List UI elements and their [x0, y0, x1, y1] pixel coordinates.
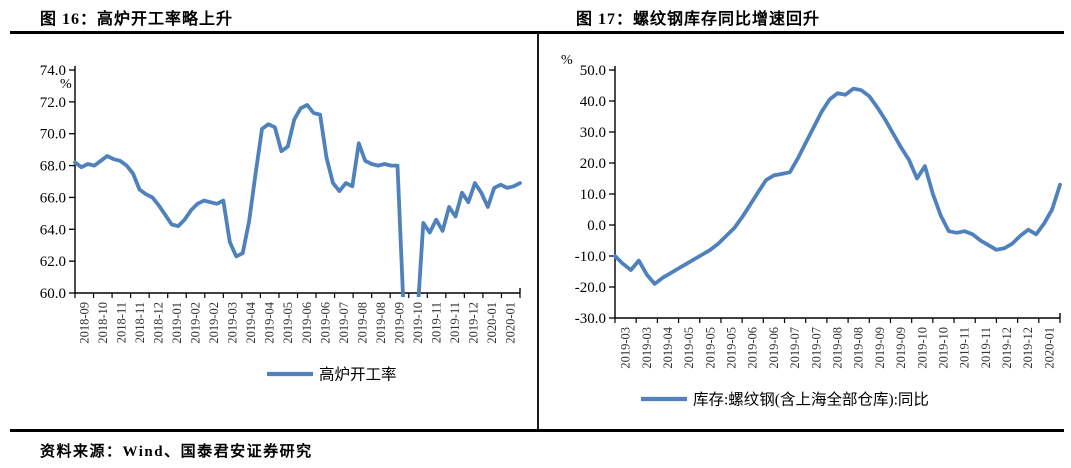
- figure-17-chart: 50.0 40.0 30.0 20.0 10.0 0.0 -10.0 -20.0 -30.0% 2…: [561, 53, 1062, 409]
- x-tick-label: 2019-11: [430, 302, 444, 343]
- x-tick-label: 2020-01: [504, 302, 518, 344]
- x-tick-label: 2018-11: [114, 302, 128, 343]
- x-tick-label: 2019-09: [894, 327, 908, 369]
- x-tick-label: 2019-07: [788, 327, 802, 369]
- y-tick-label: -20.0: [575, 280, 606, 296]
- y-axis-unit-label: %: [60, 77, 72, 92]
- legend-label: 高炉开工率: [319, 366, 397, 384]
- x-tick-label: 2019-12: [1021, 327, 1035, 369]
- y-tick-label: 0.0: [587, 218, 606, 234]
- x-tick-label: 2018-11: [133, 302, 147, 343]
- series-line: [613, 86, 1062, 286]
- y-tick-label: 68.0: [40, 159, 66, 175]
- x-tick-label: 2019-01: [170, 302, 184, 344]
- y-tick-label: 74.0: [40, 63, 66, 79]
- y-tick-label: 60.0: [40, 286, 66, 302]
- y-tick-label: 62.0: [40, 254, 66, 270]
- x-tick-label: 2019-04: [263, 301, 277, 343]
- x-tick-label: 2018-12: [151, 302, 165, 344]
- x-tick-label: 2018-10: [96, 302, 110, 344]
- x-tick-label: 2019-05: [703, 327, 717, 369]
- y-tick-label: 64.0: [40, 222, 66, 238]
- x-tick-label: 2019-06: [318, 302, 332, 344]
- y-axis-unit-label: %: [561, 53, 573, 68]
- x-tick-label: 2019-10: [936, 327, 950, 369]
- x-tick-label: 2019-08: [852, 327, 866, 369]
- x-tick-label: 2019-05: [281, 302, 295, 344]
- x-tick-label: 2019-03: [640, 327, 654, 369]
- x-tick-label: 2019-06: [746, 327, 760, 369]
- x-tick-label: 2019-05: [682, 327, 696, 369]
- y-tick-label: 70.0: [40, 127, 66, 143]
- x-tick-label: 2020-01: [485, 302, 499, 344]
- y-tick-label: 40.0: [580, 94, 606, 110]
- x-tick-label: 2019-12: [1000, 327, 1014, 369]
- x-tick-label: 2019-04: [661, 326, 675, 368]
- source-note: 资料来源：Wind、国泰君安证券研究: [40, 444, 313, 460]
- top-rule: [10, 31, 1064, 34]
- y-tick-label: 66.0: [40, 190, 66, 206]
- x-tick-label: 2019-03: [226, 302, 240, 344]
- legend-label: 库存:螺纹钢(含上海全部仓库):同比: [693, 391, 929, 409]
- x-tick-label: 2019-09: [392, 302, 406, 344]
- x-tick-label: 2019-04: [244, 301, 258, 343]
- y-tick-label: -10.0: [575, 249, 606, 265]
- x-tick-label: 2019-02: [189, 302, 203, 344]
- y-tick-label: 30.0: [580, 125, 606, 141]
- y-tick-label: 72.0: [40, 95, 66, 111]
- y-tick-label: 20.0: [580, 156, 606, 172]
- y-tick-label: 10.0: [580, 187, 606, 203]
- y-tick-label: 50.0: [580, 63, 606, 79]
- x-tick-label: 2019-02: [207, 302, 221, 344]
- figure-17-title: 图 17：螺纹钢库存同比增速回升: [576, 11, 821, 28]
- x-tick-label: 2019-09: [873, 327, 887, 369]
- x-tick-label: 2019-07: [337, 302, 351, 344]
- x-tick-label: 2019-12: [467, 302, 481, 344]
- x-tick-label: 2019-11: [448, 302, 462, 343]
- x-tick-label: 2019-06: [767, 327, 781, 369]
- x-tick-label: 2018-09: [77, 302, 91, 344]
- panel-divider: [537, 33, 539, 429]
- x-tick-label: 2019-10: [411, 302, 425, 344]
- figure-16-title: 图 16：高炉开工率略上升: [40, 11, 234, 28]
- x-tick-label: 2019-11: [958, 327, 972, 368]
- bottom-rule: [10, 429, 1064, 432]
- y-tick-label: -30.0: [575, 311, 606, 327]
- x-tick-label: 2019-10: [915, 327, 929, 369]
- x-tick-label: 2019-06: [300, 302, 314, 344]
- series-line: [73, 103, 522, 297]
- x-tick-label: 2019-08: [374, 302, 388, 344]
- x-tick-label: 2019-07: [809, 327, 823, 369]
- x-tick-label: 2019-05: [725, 327, 739, 369]
- x-tick-label: 2019-08: [355, 302, 369, 344]
- x-tick-label: 2020-01: [1042, 327, 1056, 369]
- x-tick-label: 2019-08: [831, 327, 845, 369]
- x-tick-label: 2019-11: [979, 327, 993, 368]
- x-tick-label: 2019-03: [619, 327, 633, 369]
- figure-16-chart: 74.0 72.0 70.0 68.0 66.0 64.0 62.0 60.0% 2018-09…: [40, 63, 522, 384]
